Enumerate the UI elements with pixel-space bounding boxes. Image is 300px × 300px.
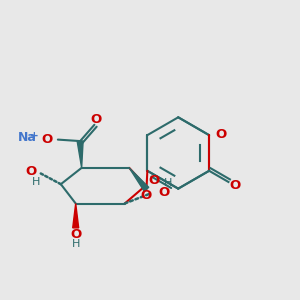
Text: H: H xyxy=(71,239,80,249)
Text: Na: Na xyxy=(18,131,37,144)
Polygon shape xyxy=(129,168,149,191)
Text: H: H xyxy=(164,178,172,188)
Text: H: H xyxy=(32,177,40,187)
Text: O: O xyxy=(42,133,53,146)
Text: O: O xyxy=(70,228,81,241)
Text: O: O xyxy=(229,179,241,192)
Polygon shape xyxy=(73,203,79,228)
Text: +: + xyxy=(30,131,39,141)
Text: O: O xyxy=(148,174,160,187)
Text: O: O xyxy=(158,186,169,199)
Text: O: O xyxy=(25,165,36,178)
Polygon shape xyxy=(77,141,83,168)
Text: O: O xyxy=(140,189,152,202)
Text: O: O xyxy=(90,113,101,126)
Text: O: O xyxy=(216,128,227,141)
